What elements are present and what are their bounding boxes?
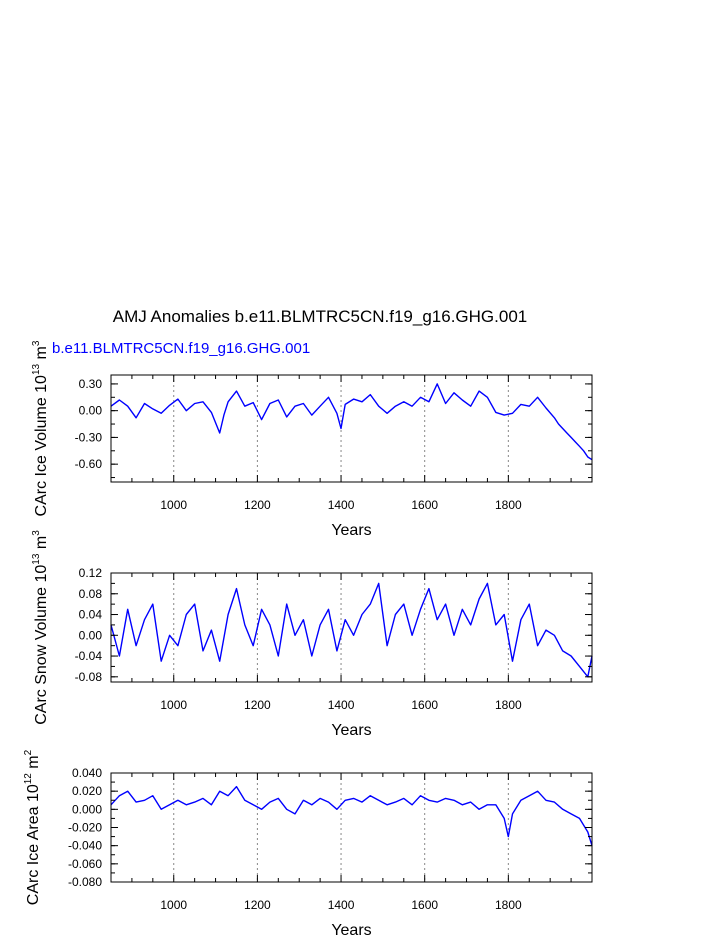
x-tick-label: 1000 (160, 698, 187, 712)
y-tick-label: 0.08 (79, 587, 103, 601)
y-label-exponent: 12 (23, 773, 34, 785)
y-label-exponent: 3 (31, 340, 42, 346)
x-axis-label: Years (331, 722, 371, 739)
series-line-3 (110, 785, 593, 846)
x-tick-label: 1800 (495, 498, 522, 512)
y-label-text: m (33, 536, 50, 554)
x-tick-label: 1200 (244, 898, 271, 912)
y-label-text: m (25, 755, 42, 773)
plot-frame (110, 572, 593, 683)
y-label-exponent: 13 (31, 553, 42, 565)
x-tick-label: 1600 (411, 898, 438, 912)
y-label-text: CArc Ice Volume 10 (33, 375, 50, 517)
y-tick-label: 0.30 (79, 377, 103, 391)
y-label-text: CArc Snow Volume 10 (33, 565, 50, 725)
x-tick-label: 1400 (328, 498, 355, 512)
x-axis-label: Years (331, 522, 371, 539)
y-tick-label: -0.080 (68, 875, 102, 889)
y-label-exponent: 2 (23, 749, 34, 755)
x-tick-label: 1200 (244, 498, 271, 512)
y-axis-label: CArc Snow Volume 1013 m3 (31, 530, 50, 725)
y-label-exponent: 3 (31, 530, 42, 536)
chart-title: AMJ Anomalies b.e11.BLMTRC5CN.f19_g16.GH… (113, 307, 528, 326)
y-tick-label: -0.08 (75, 670, 103, 684)
x-tick-label: 1600 (411, 498, 438, 512)
x-tick-label: 1600 (411, 698, 438, 712)
y-tick-label: 0.000 (72, 802, 102, 816)
legend-label: b.e11.BLMTRC5CN.f19_g16.GHG.001 (52, 340, 310, 357)
x-tick-label: 1400 (328, 898, 355, 912)
y-tick-label: 0.12 (79, 566, 103, 580)
y-axis-label: CArc Ice Area 1012 m2 (23, 749, 42, 905)
y-label-text: CArc Ice Area 10 (25, 784, 42, 905)
x-tick-label: 1800 (495, 698, 522, 712)
y-tick-label: 0.040 (72, 766, 102, 780)
y-tick-label: -0.30 (75, 430, 103, 444)
series-line-1 (110, 383, 593, 461)
y-axis-label: CArc Ice Volume 1013 m3 (31, 340, 50, 516)
y-tick-label: 0.00 (79, 404, 103, 418)
plot-frame (110, 374, 593, 483)
panel-3: 1000 1200 1400 1600 1800 0.040 0.020 0.000 -0.02… (23, 749, 593, 935)
y-tick-label: -0.04 (75, 649, 103, 663)
y-tick-label: -0.020 (68, 821, 102, 835)
plot-frame (110, 772, 593, 883)
y-label-text: m (33, 346, 50, 364)
panel-1: 1000 1200 1400 1600 1800 0.30 0.00 -0.30 -0.60 Ye… (31, 340, 593, 539)
panels: 1000 1200 1400 1600 1800 0.30 0.00 -0.30 -0.60 Ye… (23, 340, 593, 935)
x-tick-label: 1400 (328, 698, 355, 712)
y-tick-label: -0.060 (68, 857, 102, 871)
y-tick-label: -0.040 (68, 839, 102, 853)
panel-2: 1000 1200 1400 1600 1800 0.12 0.08 0.04 0.00 -0.0… (31, 530, 593, 739)
series-line-2 (110, 582, 593, 678)
y-tick-label: -0.60 (75, 457, 103, 471)
y-label-exponent: 13 (31, 363, 42, 375)
x-axis-label: Years (331, 922, 371, 935)
y-tick-label: 0.04 (79, 608, 103, 622)
x-tick-label: 1000 (160, 898, 187, 912)
y-tick-label: 0.020 (72, 784, 102, 798)
x-tick-label: 1000 (160, 498, 187, 512)
y-tick-label: 0.00 (79, 628, 103, 642)
x-tick-label: 1800 (495, 898, 522, 912)
x-tick-label: 1200 (244, 698, 271, 712)
